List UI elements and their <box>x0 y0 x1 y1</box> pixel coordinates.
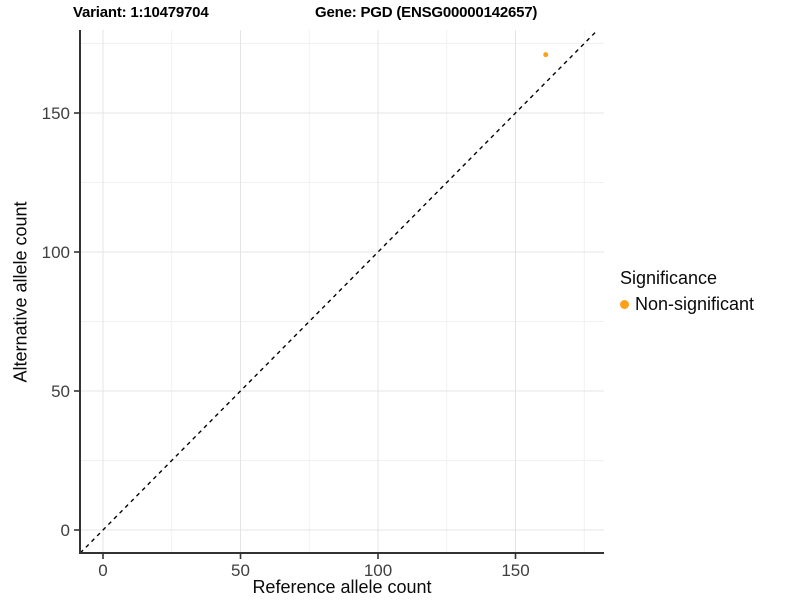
identity-dashed-line <box>79 29 599 554</box>
legend-point-swatch <box>620 300 629 309</box>
plot-panel <box>80 30 604 553</box>
data-point <box>543 52 549 58</box>
x-tick-label: 0 <box>98 561 107 580</box>
x-tick-label: 150 <box>501 561 529 580</box>
y-tick-label: 100 <box>42 243 70 262</box>
y-axis-title: Alternative allele count <box>10 201 31 383</box>
y-tick-label: 0 <box>61 521 70 540</box>
legend-item: Non-significant <box>620 294 754 315</box>
legend-item-label: Non-significant <box>635 294 755 314</box>
y-tick-label: 50 <box>51 382 70 401</box>
y-tick-label: 150 <box>42 104 70 123</box>
x-axis-title: Reference allele count <box>252 577 432 597</box>
legend-title: Significance <box>620 268 718 288</box>
x-tick-label: 100 <box>364 561 392 580</box>
variant-title: Variant: 1:10479704 <box>73 4 209 21</box>
legend: Significance Non-significant <box>620 268 754 315</box>
x-tick-label: 50 <box>231 561 250 580</box>
gene-title: Gene: PGD (ENSG00000142657) <box>315 4 538 21</box>
